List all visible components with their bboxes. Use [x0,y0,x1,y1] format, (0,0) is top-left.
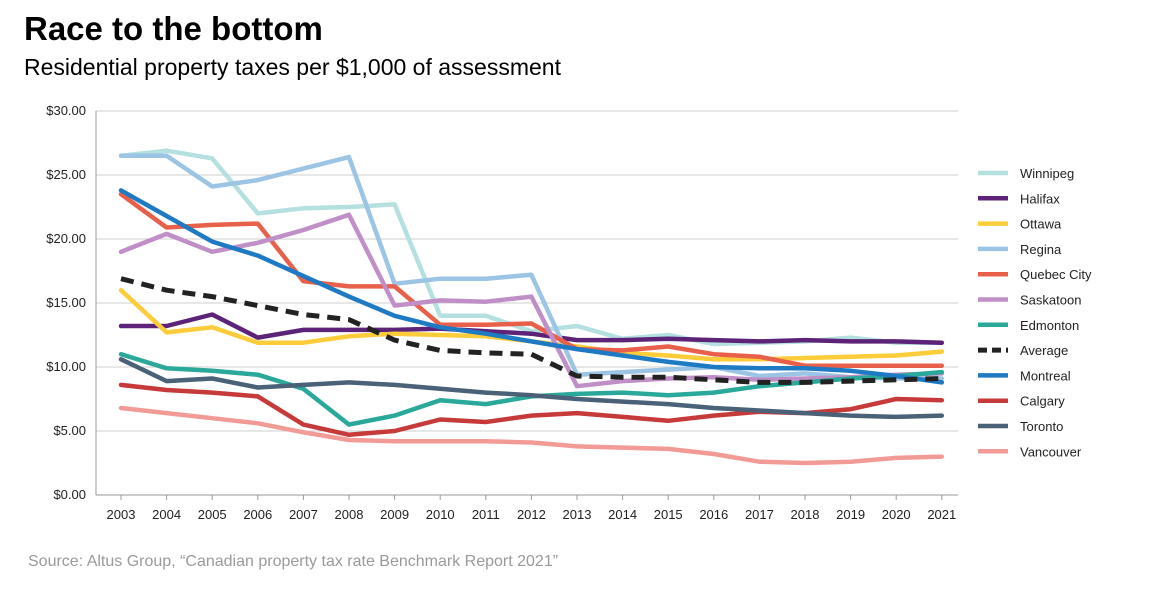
x-tick-label: 2017 [745,507,774,522]
legend-item-regina: Regina [978,242,1062,257]
legend-item-vancouver: Vancouver [978,444,1082,459]
legend: Winnipeg Halifax Ottawa Regina Quebec City Sa… [978,166,1092,459]
series-line-vancouver [118,405,945,466]
series-line-saskatoon [118,212,945,389]
x-tick-label: 2011 [472,507,500,522]
legend-label: Average [1020,343,1068,358]
legend-label: Halifax [1020,191,1060,206]
chart-subtitle: Residential property taxes per $1,000 of… [24,54,561,80]
y-tick-label: $0.00 [53,487,86,502]
legend-label: Winnipeg [1020,166,1074,181]
legend-label: Vancouver [1020,444,1082,459]
x-tick-label: 2014 [608,507,637,522]
x-tick-label: 2010 [426,507,455,522]
axis-layer: $0.00 $5.00 $10.00 $15.00 $20.00 $25.00 $30.00… [46,103,956,522]
x-tick-label: 2004 [152,507,181,522]
y-tick-label: $5.00 [53,423,86,438]
legend-label: Toronto [1020,419,1063,434]
series-line-halifax [118,312,945,345]
legend-label: Montreal [1020,368,1071,383]
series-line-toronto [118,357,945,420]
x-tick-label: 2005 [198,507,227,522]
legend-label: Saskatoon [1020,293,1081,308]
x-tick-label: 2007 [289,507,318,522]
y-tick-label: $20.00 [46,231,86,246]
legend-label: Ottawa [1020,217,1062,232]
legend-item-montreal: Montreal [978,368,1071,383]
x-tick-label: 2018 [791,507,820,522]
legend-item-edmonton: Edmonton [978,318,1079,333]
legend-item-calgary: Calgary [978,394,1065,409]
legend-item-ottawa: Ottawa [978,217,1062,232]
source-note: Source: Altus Group, “Canadian property … [28,553,559,570]
y-tick-label: $25.00 [46,167,86,182]
y-tick-label: $15.00 [46,295,86,310]
x-tick-label: 2015 [654,507,683,522]
series-line-average [120,276,942,385]
x-tick-label: 2020 [882,507,911,522]
x-tick-label: 2006 [243,507,272,522]
series-line-regina [118,153,945,381]
x-tick-label: 2013 [563,507,592,522]
legend-label: Calgary [1020,394,1065,409]
legend-item-halifax: Halifax [978,191,1060,206]
series-line-montreal [118,188,945,385]
legend-label: Quebec City [1020,267,1092,282]
x-tick-label: 2016 [699,507,728,522]
y-tick-label: $30.00 [46,103,86,118]
legend-label: Edmonton [1020,318,1079,333]
x-tick-label: 2008 [335,507,364,522]
legend-item-winnipeg: Winnipeg [978,166,1074,181]
legend-item-toronto: Toronto [978,419,1063,434]
x-tick-label: 2019 [836,507,865,522]
x-tick-label: 2009 [380,507,409,522]
series-layer [118,148,945,466]
series-line-quebec-city [118,191,945,368]
legend-item-quebec-city: Quebec City [978,267,1092,282]
x-tick-label: 2003 [107,507,136,522]
x-tick-label: 2021 [927,507,956,522]
y-tick-label: $10.00 [46,359,86,374]
series-line-calgary [118,382,945,438]
chart-title: Race to the bottom [24,10,323,47]
x-tick-label: 2012 [517,507,546,522]
legend-item-average: Average [978,343,1068,358]
grid-layer [96,110,958,496]
legend-label: Regina [1020,242,1062,257]
legend-item-saskatoon: Saskatoon [978,293,1081,308]
